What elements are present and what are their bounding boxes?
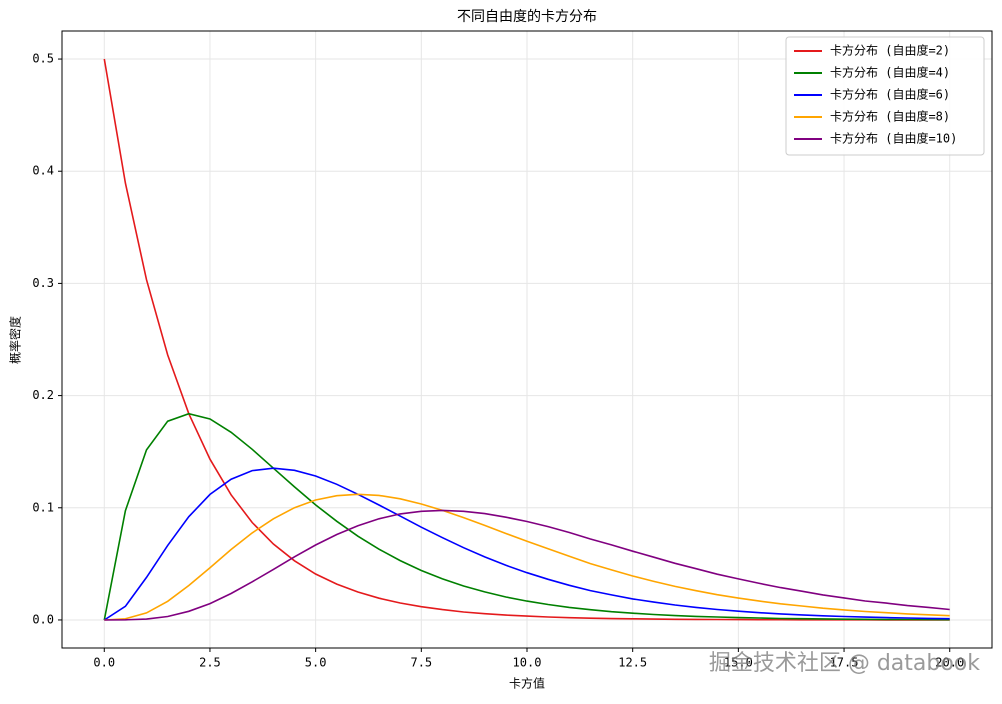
legend-label: 卡方分布 (自由度=6) — [830, 87, 950, 102]
line-series — [103, 467, 950, 621]
chart-title: 不同自由度的卡方分布 — [457, 9, 597, 25]
x-tick-label: 15.0 — [724, 656, 753, 670]
y-tick-label: 0.0 — [32, 612, 54, 626]
line-series — [103, 412, 950, 621]
y-axis-label: 概率密度 — [8, 316, 23, 364]
x-tick-label: 0.0 — [93, 656, 115, 670]
x-tick-label: 17.5 — [830, 656, 859, 670]
y-tick-label: 0.3 — [32, 276, 54, 290]
x-tick-label: 10.0 — [513, 656, 542, 670]
line-series — [104, 509, 950, 621]
y-tick-label: 0.4 — [32, 164, 54, 178]
x-tick-label: 2.5 — [199, 656, 221, 670]
x-tick-label: 20.0 — [935, 656, 964, 670]
legend-label: 卡方分布 (自由度=4) — [830, 65, 950, 80]
y-tick-label: 0.1 — [32, 500, 54, 514]
x-tick-label: 5.0 — [305, 656, 327, 670]
watermark: 掘金技术社区 @ databook — [709, 651, 980, 676]
x-tick-label: 7.5 — [410, 656, 432, 670]
y-tick-label: 0.5 — [32, 52, 54, 66]
line-series — [104, 493, 950, 621]
legend-label: 卡方分布 (自由度=10) — [830, 131, 957, 146]
legend-box — [785, 36, 985, 156]
legend-label: 卡方分布 (自由度=8) — [830, 109, 950, 124]
x-axis-label: 卡方值 — [509, 676, 545, 691]
legend-label: 卡方分布 (自由度=2) — [830, 43, 950, 58]
x-tick-label: 12.5 — [618, 656, 647, 670]
line-series — [103, 58, 950, 621]
y-tick-label: 0.2 — [32, 388, 54, 402]
